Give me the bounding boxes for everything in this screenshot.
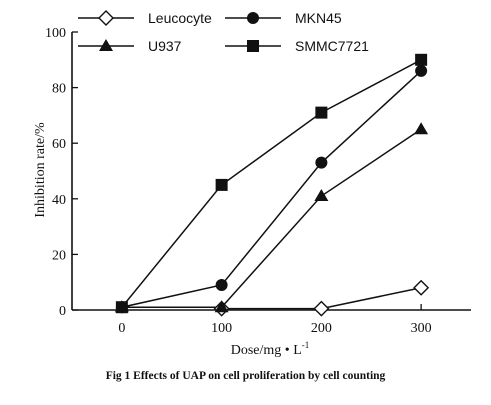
legend-label-smmc7721: SMMC7721 [295, 38, 369, 54]
data-point-u937 [414, 122, 429, 135]
legend-label-mkn45: MKN45 [295, 10, 342, 26]
y-axis-label: Inhibition rate/% [33, 122, 48, 218]
legend-label-leucocyte: Leucocyte [148, 10, 212, 26]
y-tick-label: 20 [52, 248, 66, 263]
chart-series [114, 53, 430, 317]
data-point-leucocyte [313, 300, 330, 317]
data-point-u937 [314, 189, 329, 202]
series-line-u937 [121, 128, 422, 308]
legend-marker-smmc7721 [247, 40, 259, 52]
data-point-u937 [214, 300, 229, 313]
x-tick-label: 0 [118, 321, 125, 336]
series-line-mkn45 [121, 70, 422, 308]
chart-axes: 0 20 40 60 80 100 0 100 200 300 [45, 26, 471, 336]
legend-marker-leucocyte [98, 10, 114, 26]
x-axis-label: Dose/mg • L-1 [231, 340, 310, 358]
x-axis-label-text: Dose/mg • L [231, 343, 302, 358]
x-axis-label-superscript: -1 [302, 340, 310, 350]
legend-label-u937: U937 [148, 38, 182, 54]
data-point-smmc7721 [415, 53, 428, 66]
data-point-mkn45 [415, 64, 428, 77]
x-tick-label: 200 [311, 321, 332, 336]
y-tick-label: 40 [52, 193, 66, 208]
series-line-smmc7721 [121, 59, 422, 308]
figure-caption: Fig 1 Effects of UAP on cell proliferati… [105, 370, 386, 382]
data-point-smmc7721 [115, 301, 128, 314]
y-tick-label: 60 [52, 137, 66, 152]
data-point-smmc7721 [215, 178, 228, 191]
y-tick-label: 80 [52, 82, 66, 97]
x-tick-label: 300 [411, 321, 432, 336]
legend-marker-mkn45 [247, 12, 259, 24]
data-point-mkn45 [215, 278, 228, 291]
legend-marker-u937 [99, 39, 113, 51]
y-tick-label: 100 [45, 26, 66, 41]
data-point-mkn45 [315, 156, 328, 169]
chart-legend: Leucocyte MKN45 U937 SMMC7721 [78, 10, 369, 54]
y-tick-label: 0 [59, 304, 66, 319]
data-point-leucocyte [413, 279, 430, 296]
x-tick-label: 100 [211, 321, 232, 336]
data-point-smmc7721 [315, 106, 328, 119]
